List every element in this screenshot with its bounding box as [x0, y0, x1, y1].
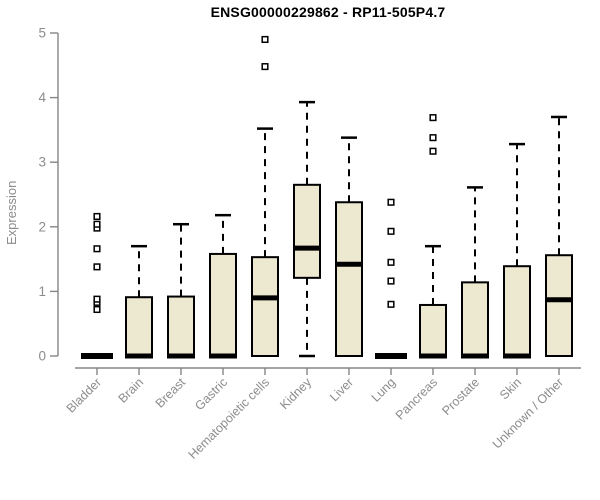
y-axis-tick-label: 3 [38, 155, 46, 170]
outlier-point [93, 305, 101, 314]
outlier-point [387, 277, 395, 285]
box-rect [545, 254, 573, 357]
outlier-point [387, 300, 395, 308]
chart-title: ENSG00000229862 - RP11-505P4.7 [210, 4, 446, 20]
box-rect [419, 303, 447, 358]
x-axis-category-label-gastric: Gastric [192, 375, 230, 413]
outlier-point [429, 147, 437, 155]
box-group-brain [125, 244, 153, 359]
x-axis-category-label-unknown-other: Unknown / Other [490, 375, 566, 451]
outlier-point [93, 245, 101, 253]
box-group-prostate [461, 186, 489, 359]
x-axis-category-label-hematopoietic-cells: Hematopoietic cells [186, 375, 273, 462]
box-rect [461, 281, 489, 357]
x-axis-category-label-breast: Breast [153, 375, 189, 411]
x-axis-category-label-kidney: Kidney [277, 375, 314, 412]
box-rect [503, 265, 531, 357]
box-rect [209, 252, 237, 358]
x-axis-category-label-brain: Brain [116, 375, 147, 406]
outlier-point [93, 295, 101, 303]
box-group-liver [335, 136, 363, 357]
box-group-gastric [209, 213, 237, 359]
box-rect [125, 296, 153, 357]
box-rect [167, 295, 195, 357]
y-axis-tick-label: 1 [38, 284, 46, 299]
x-axis-category-label-liver: Liver [327, 375, 356, 404]
box-rect [335, 201, 363, 357]
box-group-unknown-other [545, 115, 573, 357]
box-rect [293, 183, 321, 279]
box-group-hematopoietic-cells [251, 35, 279, 357]
outlier-point [387, 258, 395, 266]
x-axis-category-label-prostate: Prostate [439, 375, 482, 418]
x-axis-category-label-bladder: Bladder [64, 375, 104, 415]
x-axis-category-label-lung: Lung [369, 375, 399, 405]
box-group-breast [167, 222, 195, 359]
outlier-point [387, 198, 395, 206]
box-rect [251, 256, 279, 357]
box-group-bladder [81, 212, 113, 359]
y-axis-tick-label: 2 [38, 219, 46, 234]
outlier-point [261, 63, 269, 71]
outlier-point [93, 220, 101, 228]
outlier-point [387, 227, 395, 235]
y-axis-tick-label: 5 [38, 26, 46, 41]
y-axis-tick-label: 0 [38, 349, 46, 364]
outlier-point [93, 212, 101, 221]
outlier-point [261, 35, 269, 44]
x-axis-category-label-pancreas: Pancreas [393, 375, 440, 422]
box-group-kidney [293, 100, 321, 358]
box-group-skin [503, 142, 531, 359]
box-group-lung [375, 198, 407, 359]
outlier-point [93, 263, 101, 271]
outlier-point [429, 114, 437, 122]
y-axis-tick-label: 4 [38, 90, 46, 105]
box-group-pancreas [419, 114, 447, 359]
outlier-point [429, 134, 437, 142]
x-axis-category-label-skin: Skin [497, 375, 524, 402]
